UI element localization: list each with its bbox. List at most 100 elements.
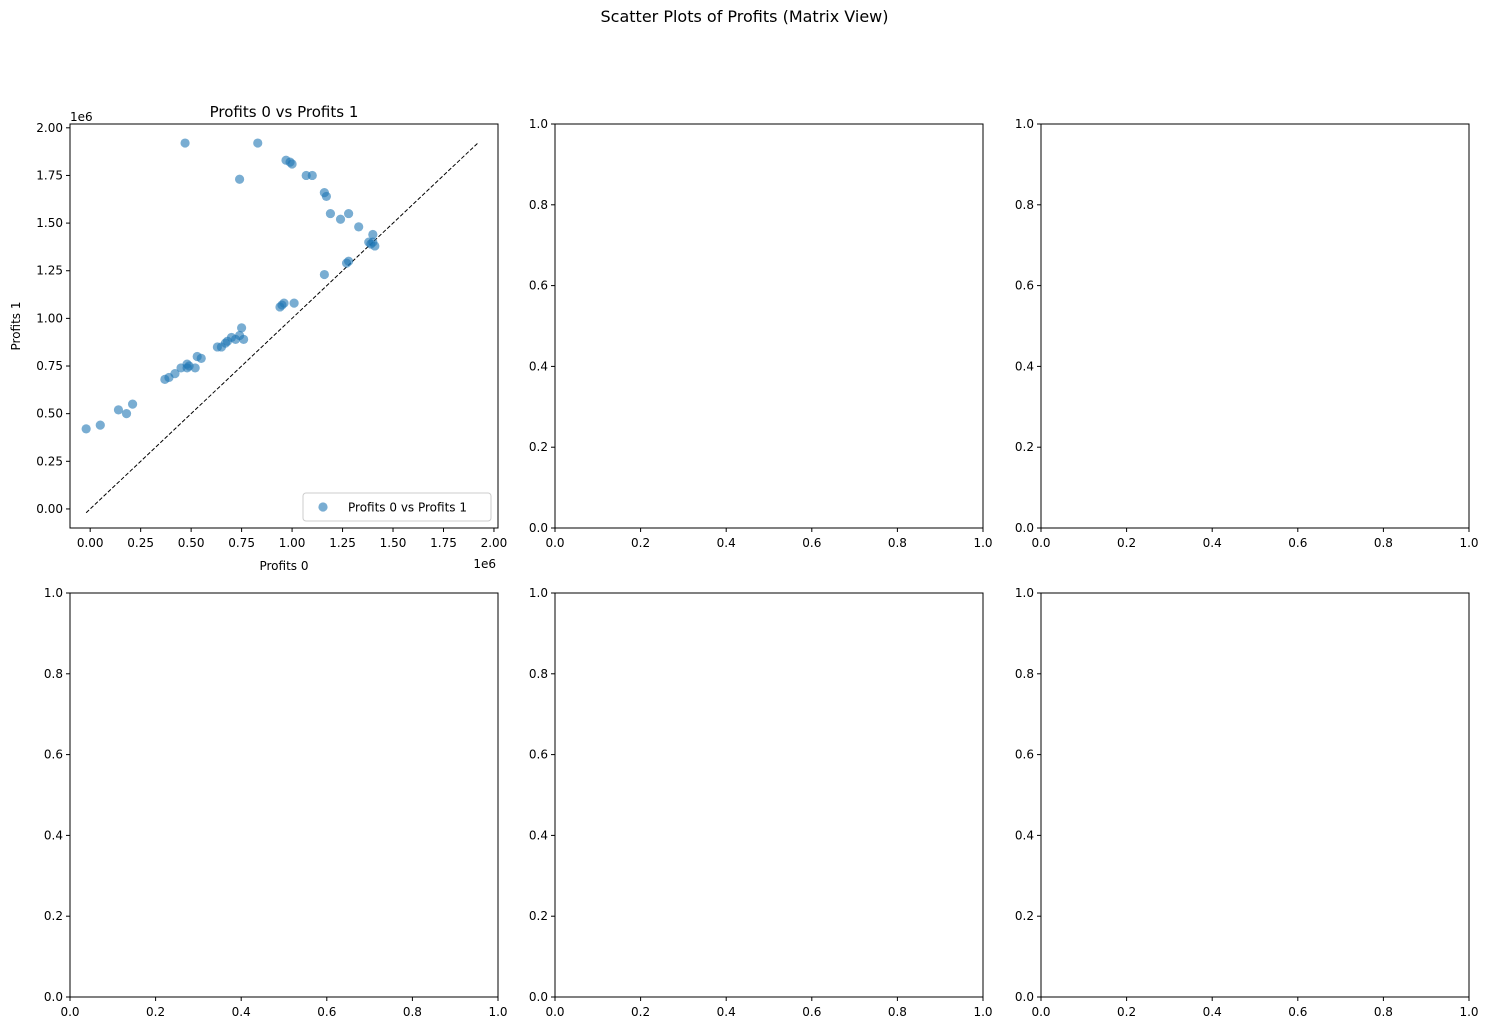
y-tick-label: 0.50 bbox=[36, 407, 63, 421]
axes-frame bbox=[69, 592, 499, 998]
x-tick-label: 0.4 bbox=[717, 1005, 736, 1019]
x-tick-label: 0.25 bbox=[127, 536, 154, 550]
y-tick-label: 0.2 bbox=[44, 909, 63, 923]
data-point bbox=[239, 334, 249, 344]
data-point bbox=[121, 409, 132, 419]
data-point bbox=[319, 188, 329, 198]
subplot-1: 0.00 0.25 0.50 0.75 1.00 1.25 1.50 1.75 2.00 0.00… bbox=[9, 103, 507, 573]
y-tick-label: 0.6 bbox=[44, 748, 63, 762]
axes-frame bbox=[69, 123, 499, 529]
x-tick-label: 0.8 bbox=[888, 536, 907, 550]
data-point bbox=[127, 399, 138, 409]
x-axis-label: Profits 0 bbox=[259, 559, 308, 573]
reference-line bbox=[85, 142, 479, 514]
y-tick-label: 1.75 bbox=[36, 168, 63, 182]
y-tick-label: 1.50 bbox=[36, 216, 63, 230]
subplot-6: 0.0 0.2 0.4 0.6 0.8 1.0 0.0 0.2 0.4 0.6 0.8 1.0 bbox=[1015, 586, 1479, 1019]
x-tick-label: 1.00 bbox=[279, 536, 306, 550]
y-tick-label: 1.00 bbox=[36, 311, 63, 325]
y-tick-label: 0.6 bbox=[1015, 279, 1034, 293]
data-point bbox=[368, 229, 378, 240]
y-tick-label: 0.0 bbox=[529, 990, 548, 1004]
x-tick-label: 0.0 bbox=[60, 1005, 79, 1019]
x-tick-label: 0.8 bbox=[888, 1005, 907, 1019]
x-tick-label: 0.50 bbox=[178, 536, 205, 550]
y-tick-label: 0.0 bbox=[1015, 990, 1034, 1004]
legend-marker bbox=[318, 502, 328, 512]
subplot-5: 0.0 0.2 0.4 0.6 0.8 1.0 0.0 0.2 0.4 0.6 0.8 1.0 bbox=[529, 586, 993, 1019]
x-tick-label: 2.00 bbox=[481, 536, 508, 550]
data-point bbox=[335, 214, 346, 224]
x-tick-label: 0.4 bbox=[232, 1005, 251, 1019]
data-point bbox=[180, 138, 190, 148]
data-point bbox=[370, 241, 380, 251]
x-tick-label: 0.0 bbox=[1031, 536, 1050, 550]
x-tick-label: 0.2 bbox=[146, 1005, 165, 1019]
x-tick-label: 0.2 bbox=[1117, 536, 1136, 550]
y-tick-label: 2.00 bbox=[36, 121, 63, 135]
y-tick-label: 1.0 bbox=[44, 586, 63, 600]
x-tick-label: 0.8 bbox=[1374, 1005, 1393, 1019]
data-point bbox=[170, 369, 180, 379]
y-tick-label: 0.8 bbox=[1015, 667, 1034, 681]
data-point bbox=[301, 170, 311, 181]
subplot-3: 0.0 0.2 0.4 0.6 0.8 1.0 0.0 0.2 0.4 0.6 0.8 1.0 bbox=[1015, 117, 1479, 550]
data-point bbox=[344, 208, 354, 219]
x-tick-label: 1.0 bbox=[488, 1005, 507, 1019]
y-tick-label: 0.0 bbox=[529, 521, 548, 535]
y-tick-label: 1.0 bbox=[529, 117, 548, 131]
y-tick-label: 0.8 bbox=[529, 198, 548, 212]
x-tick-label: 1.25 bbox=[329, 536, 356, 550]
y-tick-label: 0.0 bbox=[44, 990, 63, 1004]
y-tick-label: 0.75 bbox=[36, 359, 63, 373]
data-point bbox=[190, 363, 200, 373]
y-offset-label: 1e6 bbox=[70, 110, 93, 124]
x-tick-label: 0.2 bbox=[631, 1005, 650, 1019]
x-tick-label: 0.4 bbox=[1203, 1005, 1222, 1019]
x-tick-label: 0.4 bbox=[1203, 536, 1222, 550]
x-tick-label: 0.6 bbox=[1288, 536, 1307, 550]
y-tick-label: 0.2 bbox=[529, 909, 548, 923]
y-tick-label: 0.4 bbox=[1015, 359, 1034, 373]
y-tick-label: 0.4 bbox=[529, 359, 548, 373]
y-axis-label: Profits 1 bbox=[9, 301, 23, 350]
subplot-2: 0.0 0.2 0.4 0.6 0.8 1.0 0.0 0.2 0.4 0.6 0.8 1.0 bbox=[529, 117, 993, 550]
axes-frame bbox=[1040, 592, 1470, 998]
y-tick-label: 1.0 bbox=[529, 586, 548, 600]
x-tick-label: 0.8 bbox=[403, 1005, 422, 1019]
y-tick-label: 0.8 bbox=[1015, 198, 1034, 212]
x-tick-label: 0.0 bbox=[545, 1005, 564, 1019]
axes-frame bbox=[1040, 123, 1470, 529]
data-point bbox=[279, 298, 289, 308]
data-point bbox=[95, 420, 105, 430]
y-tick-label: 0.25 bbox=[36, 454, 63, 468]
y-tick-label: 0.6 bbox=[1015, 748, 1034, 762]
x-tick-label: 1.50 bbox=[380, 536, 407, 550]
x-tick-label: 0.4 bbox=[717, 536, 736, 550]
y-tick-label: 1.0 bbox=[1015, 586, 1034, 600]
x-tick-label: 0.00 bbox=[77, 536, 104, 550]
y-tick-label: 0.8 bbox=[44, 667, 63, 681]
data-point bbox=[319, 269, 329, 280]
y-tick-label: 0.4 bbox=[529, 828, 548, 842]
y-tick-label: 0.2 bbox=[1015, 440, 1034, 454]
y-tick-label: 1.0 bbox=[1015, 117, 1034, 131]
data-point bbox=[237, 323, 247, 333]
x-tick-label: 0.8 bbox=[1374, 536, 1393, 550]
x-tick-label: 0.2 bbox=[1117, 1005, 1136, 1019]
x-tick-label: 0.6 bbox=[802, 1005, 821, 1019]
y-tick-label: 0.2 bbox=[1015, 909, 1034, 923]
data-point bbox=[344, 256, 354, 266]
x-tick-label: 0.75 bbox=[228, 536, 255, 550]
x-tick-label: 0.6 bbox=[1288, 1005, 1307, 1019]
y-tick-label: 0.0 bbox=[1015, 521, 1034, 535]
x-tick-label: 0.6 bbox=[802, 536, 821, 550]
x-tick-label: 0.0 bbox=[545, 536, 564, 550]
y-tick-label: 0.6 bbox=[529, 279, 548, 293]
x-tick-label: 1.75 bbox=[430, 536, 457, 550]
x-tick-label: 0.0 bbox=[1031, 1005, 1050, 1019]
axes-frame bbox=[554, 592, 984, 998]
axes-frame bbox=[554, 123, 984, 529]
data-point bbox=[325, 208, 336, 219]
